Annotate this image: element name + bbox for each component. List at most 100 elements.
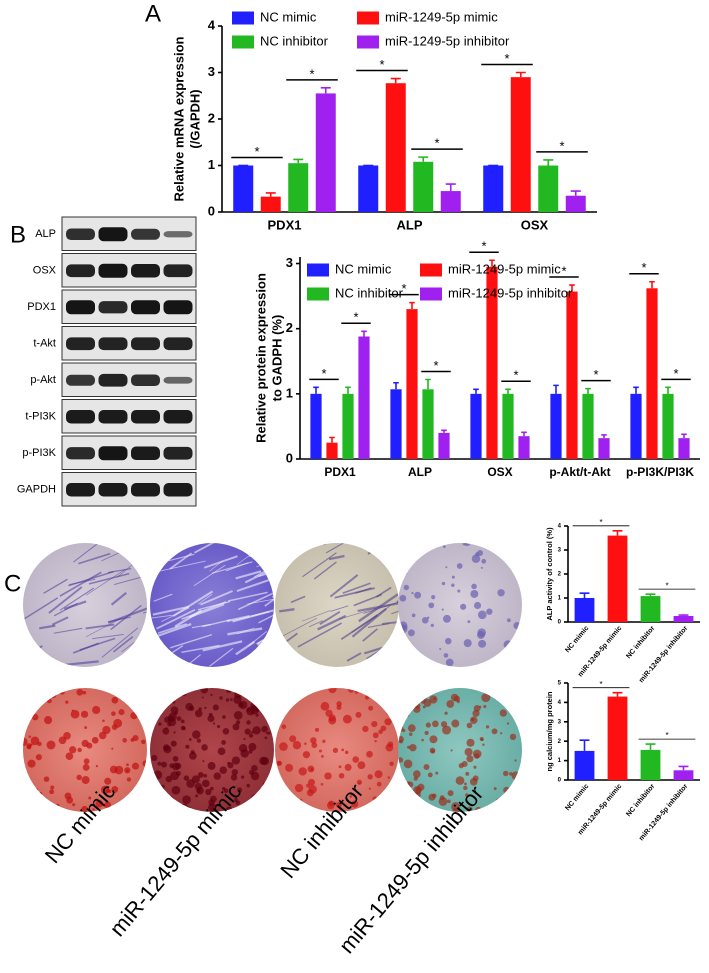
- y-tick-label: 1: [208, 157, 215, 172]
- nodule: [111, 711, 116, 716]
- significance-label: *: [401, 281, 406, 296]
- nodule: [385, 743, 394, 752]
- bar: [640, 596, 661, 622]
- nodule: [403, 759, 413, 769]
- nodule: [186, 806, 192, 811]
- nodule: [511, 771, 521, 780]
- cell: [85, 623, 115, 630]
- nodule: [185, 744, 190, 749]
- nodule: [486, 608, 493, 615]
- nodule: [328, 716, 337, 725]
- nodule: [407, 724, 416, 732]
- nodule: [204, 706, 207, 709]
- cell: [203, 555, 238, 569]
- nodule: [216, 724, 221, 729]
- cell: [351, 605, 390, 633]
- nodule: [465, 793, 469, 797]
- y-tick-label: 2: [208, 110, 215, 125]
- blot-band: [66, 447, 95, 460]
- x-tick-label: OSX: [521, 217, 549, 232]
- nodule: [409, 743, 417, 752]
- error-bar: [665, 386, 671, 394]
- nodule: [354, 689, 359, 694]
- bar: [413, 161, 434, 212]
- nodule: [368, 787, 371, 790]
- error-bar: [293, 158, 304, 164]
- nodule: [76, 688, 84, 696]
- cell: [250, 610, 270, 617]
- nodule: [231, 768, 239, 776]
- blot-band: [131, 300, 160, 315]
- nodule: [108, 789, 112, 794]
- nodule: [482, 743, 485, 746]
- y-tick-label: 2: [286, 320, 293, 335]
- bar: [574, 598, 595, 622]
- y-tick-label: 4: [558, 700, 562, 706]
- well: [23, 543, 147, 667]
- nodule: [497, 589, 505, 597]
- nodule: [46, 698, 52, 704]
- cell: [110, 592, 127, 606]
- nodule: [477, 631, 485, 639]
- nodule: [506, 722, 510, 725]
- cell: [169, 552, 193, 570]
- nodule: [302, 751, 311, 759]
- cell: [161, 607, 190, 622]
- significance-label: *: [599, 518, 602, 527]
- cell: [346, 652, 362, 662]
- cell: [302, 552, 337, 578]
- bar: [470, 393, 482, 459]
- error-bar: [409, 301, 415, 310]
- nodule: [438, 797, 448, 806]
- cell: [73, 543, 114, 563]
- bar: [574, 750, 595, 780]
- nodule: [513, 622, 521, 630]
- nodule: [30, 736, 40, 746]
- nodule: [69, 746, 77, 754]
- bar: [550, 393, 562, 459]
- nodule: [357, 761, 366, 770]
- nodule: [372, 732, 379, 739]
- nodule: [307, 778, 316, 786]
- nodule: [411, 591, 414, 595]
- nodule: [121, 693, 129, 701]
- nodule: [158, 722, 162, 726]
- nodule: [358, 782, 361, 785]
- nodule: [232, 723, 240, 731]
- nodule: [347, 688, 355, 693]
- nodule: [171, 785, 181, 795]
- legend-swatch: [420, 263, 442, 277]
- nodule: [420, 688, 428, 695]
- nodule: [483, 704, 487, 709]
- nodule: [277, 701, 286, 710]
- nodule: [212, 722, 216, 725]
- nodule: [86, 742, 93, 749]
- nodule: [413, 776, 418, 781]
- error-bar: [329, 436, 335, 443]
- nodule: [294, 689, 299, 694]
- significance-label: *: [481, 239, 486, 254]
- nodule: [320, 701, 330, 711]
- bar: [673, 616, 694, 622]
- nodule: [240, 749, 249, 758]
- cell: [357, 601, 399, 613]
- nodule: [515, 650, 518, 653]
- error-bar: [569, 284, 575, 292]
- nodule: [299, 798, 303, 802]
- error-bar: [612, 691, 623, 697]
- nodule: [98, 731, 107, 740]
- nodule: [77, 747, 82, 753]
- nodule: [189, 752, 197, 760]
- nodule: [92, 808, 95, 811]
- nodule: [444, 711, 448, 715]
- bar: [440, 191, 461, 212]
- y-tick-label: 1: [286, 385, 293, 400]
- nodule: [161, 693, 171, 703]
- blot-band: [131, 410, 160, 424]
- nodule: [292, 741, 302, 750]
- nodule: [264, 794, 273, 804]
- y-axis-title: to GADPH (%): [269, 315, 284, 402]
- nodule: [473, 765, 477, 769]
- cell: [156, 543, 202, 544]
- nodule: [48, 689, 57, 699]
